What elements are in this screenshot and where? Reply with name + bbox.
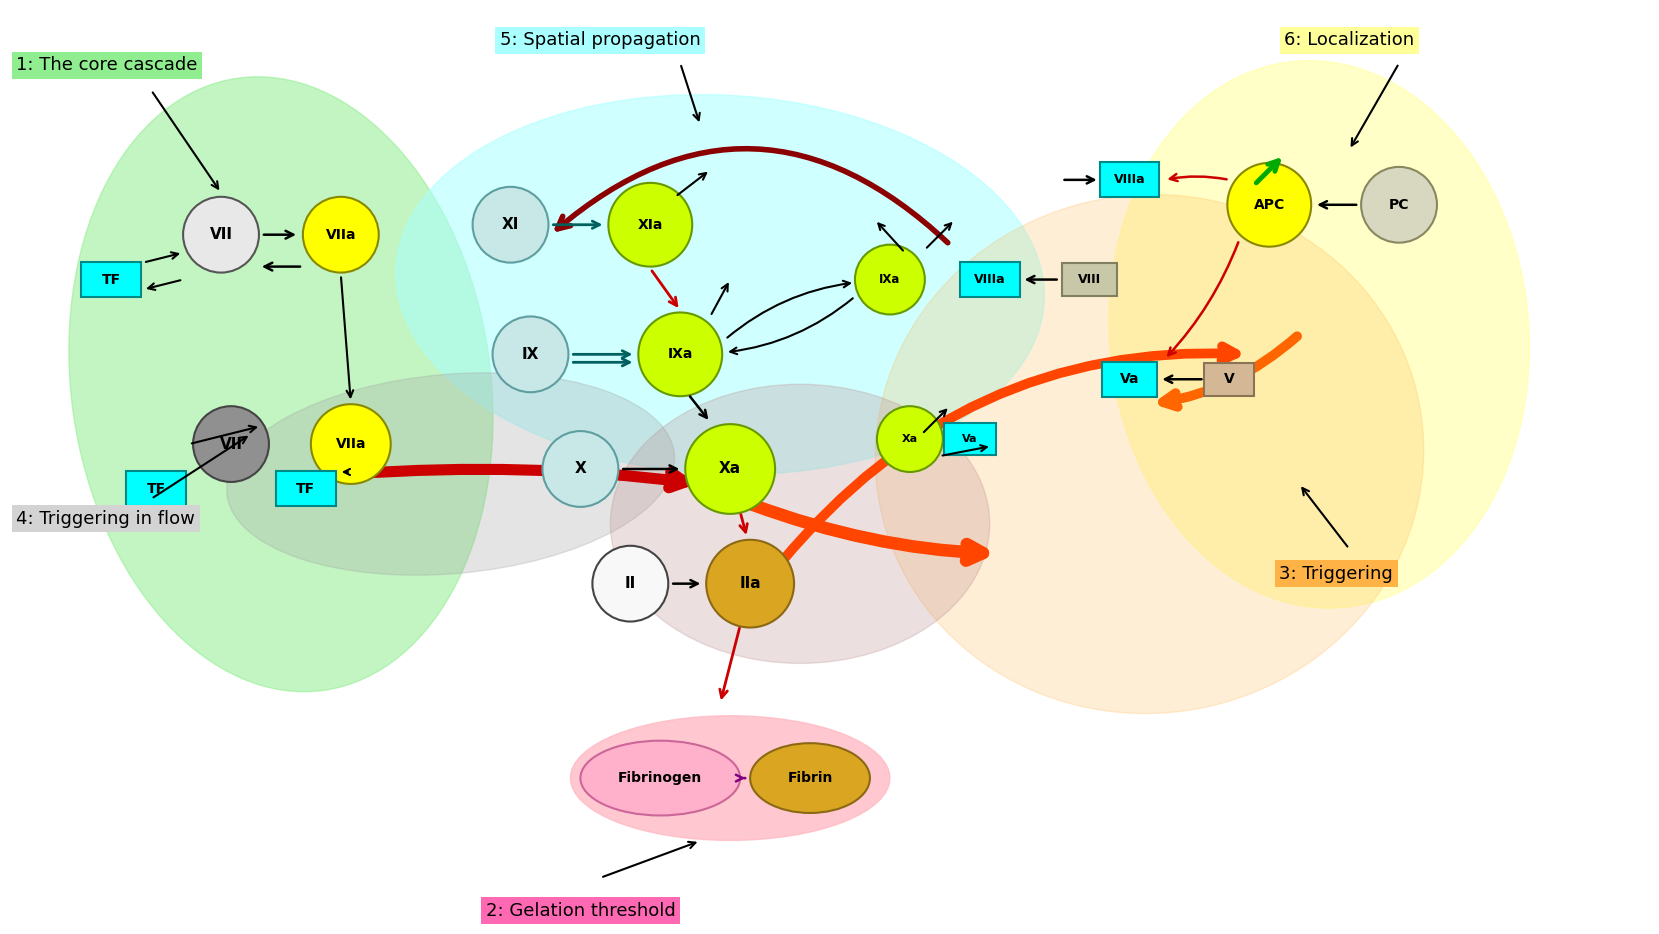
Ellipse shape	[1108, 61, 1530, 608]
Text: V: V	[1224, 373, 1234, 387]
Circle shape	[304, 197, 378, 273]
FancyBboxPatch shape	[81, 262, 141, 297]
Text: XIa: XIa	[637, 218, 664, 232]
Ellipse shape	[876, 194, 1423, 714]
Text: IXa: IXa	[879, 273, 901, 286]
Text: Va: Va	[962, 434, 977, 444]
FancyBboxPatch shape	[126, 472, 186, 506]
Text: Xa: Xa	[718, 461, 742, 476]
Circle shape	[493, 317, 569, 392]
Text: VIII: VIII	[1078, 273, 1102, 286]
Text: Fibrinogen: Fibrinogen	[619, 771, 702, 785]
Circle shape	[1360, 167, 1437, 243]
FancyBboxPatch shape	[961, 262, 1020, 297]
Ellipse shape	[611, 384, 990, 663]
Text: VII: VII	[209, 227, 232, 242]
Ellipse shape	[750, 743, 869, 813]
Circle shape	[192, 406, 269, 482]
Circle shape	[854, 245, 924, 315]
Text: 4: Triggering in flow: 4: Triggering in flow	[17, 510, 196, 528]
Text: II: II	[625, 576, 635, 591]
Text: TF: TF	[146, 482, 166, 496]
Circle shape	[685, 424, 775, 514]
Circle shape	[878, 406, 942, 472]
Circle shape	[609, 183, 692, 266]
FancyBboxPatch shape	[1204, 362, 1254, 396]
Circle shape	[707, 540, 795, 628]
Text: TF: TF	[297, 482, 315, 496]
Text: IIa: IIa	[740, 576, 761, 591]
Text: IX: IX	[523, 347, 539, 361]
Text: PC: PC	[1389, 198, 1408, 212]
Text: 3: Triggering: 3: Triggering	[1279, 565, 1394, 583]
Ellipse shape	[571, 715, 889, 841]
Ellipse shape	[581, 741, 740, 815]
FancyBboxPatch shape	[1102, 361, 1156, 397]
Text: TF: TF	[101, 273, 121, 287]
Circle shape	[473, 187, 549, 262]
Circle shape	[592, 545, 669, 621]
Ellipse shape	[397, 94, 1045, 474]
Circle shape	[310, 404, 392, 484]
Circle shape	[182, 197, 259, 273]
Circle shape	[1228, 163, 1311, 247]
Text: VIIIa: VIIIa	[1113, 174, 1145, 187]
FancyBboxPatch shape	[1100, 163, 1160, 197]
Text: APC: APC	[1254, 198, 1284, 212]
FancyBboxPatch shape	[1062, 263, 1117, 296]
Text: 6: Localization: 6: Localization	[1284, 31, 1413, 50]
Text: VIIa: VIIa	[335, 437, 367, 451]
Text: IXa: IXa	[667, 347, 693, 361]
Text: X: X	[574, 461, 586, 476]
Text: VII: VII	[219, 436, 242, 451]
Text: 2: Gelation threshold: 2: Gelation threshold	[486, 901, 675, 920]
FancyBboxPatch shape	[275, 472, 335, 506]
FancyBboxPatch shape	[944, 423, 995, 455]
Text: VIIa: VIIa	[325, 228, 357, 242]
Text: Fibrin: Fibrin	[788, 771, 833, 785]
Text: Va: Va	[1120, 373, 1140, 387]
Text: VIIIa: VIIIa	[974, 273, 1005, 286]
Text: 5: Spatial propagation: 5: Spatial propagation	[499, 31, 700, 50]
Ellipse shape	[70, 77, 493, 692]
Text: 1: The core cascade: 1: The core cascade	[17, 56, 197, 74]
Circle shape	[639, 313, 722, 396]
Text: XI: XI	[501, 218, 519, 233]
Circle shape	[542, 432, 619, 507]
Ellipse shape	[227, 373, 675, 575]
Text: Xa: Xa	[902, 434, 917, 444]
